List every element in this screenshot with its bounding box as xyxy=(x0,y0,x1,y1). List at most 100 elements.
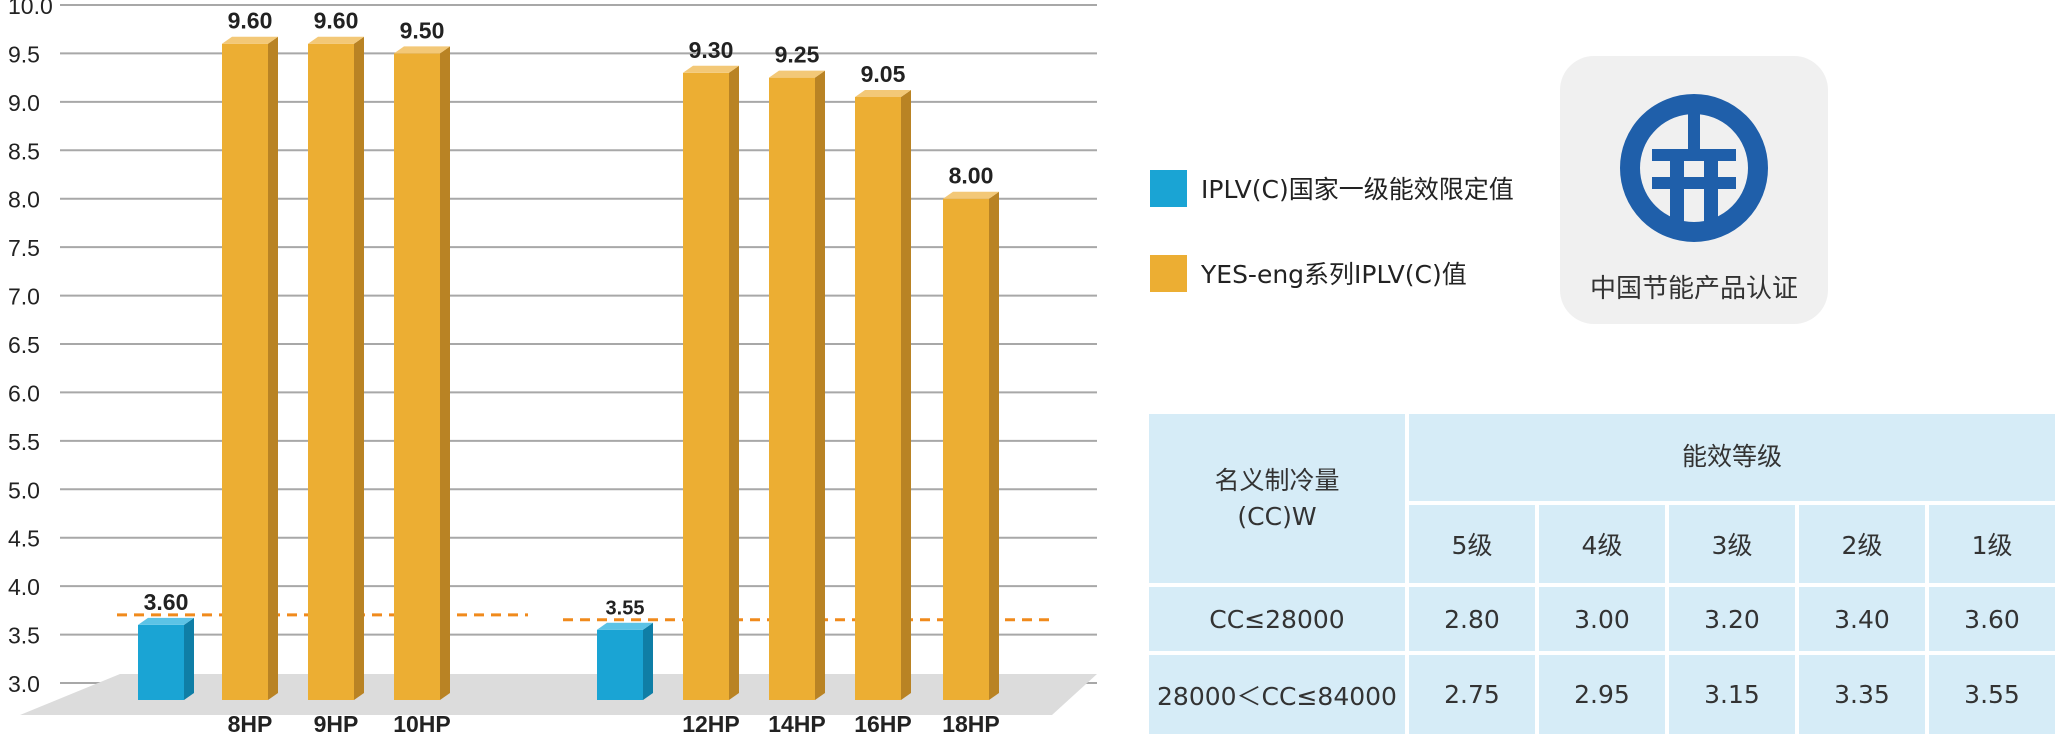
bar-8hp-front xyxy=(222,43,268,700)
bar-16hp-front xyxy=(855,97,901,700)
certification-logo-text: 中国节能产品认证 xyxy=(1589,274,1798,304)
legend-label: YES-eng系列IPLV(C)值 xyxy=(1201,260,1467,289)
table-cell: 3.35 xyxy=(1795,651,1929,738)
bar-16hp xyxy=(855,90,911,700)
y-tick-label: 9.0 xyxy=(8,90,40,116)
bar-8hp-side xyxy=(268,36,278,700)
y-tick-label: 3.0 xyxy=(8,671,40,697)
y-tick-label: 7.0 xyxy=(8,284,40,310)
bar-8hp-top xyxy=(222,36,278,44)
bar-value-label: 9.50 xyxy=(400,17,445,43)
bar-baseline-top xyxy=(138,617,194,625)
y-axis-ticks: 3.0 3.5 4.0 4.5 5.0 5.5 6.0 6.5 7.0 7.5 8.0 8.5 9.0 9… xyxy=(8,0,53,697)
table-cell: 3.60 xyxy=(1924,583,2060,656)
y-tick-label: 5.5 xyxy=(8,429,40,455)
bar-baseline xyxy=(138,617,194,700)
table-cell: 2.80 xyxy=(1405,583,1539,656)
bar-value-label: 9.60 xyxy=(228,8,273,34)
bar-18hp-front xyxy=(943,198,989,700)
bar-10hp xyxy=(394,46,450,700)
bar-12hp-front xyxy=(683,72,729,701)
table-row-label: 28000＜CC≤84000 xyxy=(1145,651,1409,738)
x-tick-label: 12HP xyxy=(682,711,740,737)
table-cell: 2.95 xyxy=(1535,651,1669,738)
x-axis-labels: 8HP 9HP 10HP 12HP 14HP 16HP 18HP xyxy=(228,711,1000,737)
bar-14hp-side xyxy=(815,70,825,700)
bar-value-label: 3.60 xyxy=(144,589,189,615)
table-cell: 3.40 xyxy=(1795,583,1929,656)
table-cell: 3.20 xyxy=(1665,583,1799,656)
table-header-grade-group: 能效等级 xyxy=(1404,410,2060,505)
bar-8hp xyxy=(222,36,278,700)
x-tick-label: 16HP xyxy=(854,711,912,737)
bar-14hp-top xyxy=(769,70,825,78)
table-header-capacity: 名义制冷量 (CC)W xyxy=(1145,409,1409,588)
bar-16hp-top xyxy=(855,90,911,98)
energy-efficiency-grade-table: 名义制冷量 (CC)W 能效等级 5级 4级 3级 2级 1级 CC≤28000 … xyxy=(1145,409,2060,738)
legend-item-national-limit: IPLV(C)国家一级能效限定值 xyxy=(1150,168,1514,208)
table-header-grades: 5级 4级 3级 2级 1级 xyxy=(1147,500,2060,588)
bar-16hp-side xyxy=(901,90,911,700)
bar-value-label: 9.60 xyxy=(314,8,359,34)
x-tick-label: 18HP xyxy=(942,711,1000,737)
x-tick-label: 10HP xyxy=(393,711,451,737)
table-cell: 3.55 xyxy=(1924,651,2060,738)
x-tick-label: 8HP xyxy=(228,711,273,737)
chart-floor xyxy=(20,674,1097,715)
bar-18hp xyxy=(943,191,999,700)
y-tick-label: 4.0 xyxy=(8,574,40,600)
bar-baseline xyxy=(597,622,653,700)
y-tick-label: 8.0 xyxy=(8,187,40,213)
chart-grid xyxy=(60,4,1097,684)
bar-10hp-top xyxy=(394,46,450,54)
y-tick-label: 8.5 xyxy=(8,138,40,164)
chart-bars: 3.60 9.60 9.60 9.50 3.55 9.30 9.25 9.05 8.00 xyxy=(138,8,999,701)
bar-10hp-front xyxy=(394,53,440,700)
bar-value-label: 9.05 xyxy=(861,61,906,87)
china-energy-saving-logo-icon xyxy=(1620,94,1768,242)
table-cell: 3.00 xyxy=(1535,583,1669,656)
bar-18hp-top xyxy=(943,191,999,199)
legend-item-yes-eng: YES-eng系列IPLV(C)值 xyxy=(1150,253,1514,293)
table-row: CC≤28000 2.80 3.00 3.20 3.40 3.60 xyxy=(1145,583,2060,656)
y-tick-label: 7.5 xyxy=(8,235,40,261)
bar-baseline-front xyxy=(597,629,643,700)
bar-value-label: 9.25 xyxy=(775,42,820,68)
y-tick-label: 10.0 xyxy=(8,0,53,19)
bar-10hp-side xyxy=(440,46,450,700)
bar-12hp-side xyxy=(729,65,739,701)
bar-chart: 3.0 3.5 4.0 4.5 5.0 5.5 6.0 6.5 7.0 7.5 8.0 8.5 9.0 9… xyxy=(8,0,1097,737)
bar-12hp-top xyxy=(683,65,739,73)
y-tick-label: 4.5 xyxy=(8,526,40,552)
table-header-grade: 4级 xyxy=(1535,500,1669,588)
y-tick-label: 6.5 xyxy=(8,332,40,358)
bar-baseline-top xyxy=(597,622,653,630)
y-tick-label: 5.0 xyxy=(8,477,40,503)
legend-label: IPLV(C)国家一级能效限定值 xyxy=(1201,175,1514,204)
bar-value-label: 9.30 xyxy=(689,37,734,63)
table-header-grade: 2级 xyxy=(1795,500,1929,588)
bar-value-label: 3.55 xyxy=(606,598,645,620)
chart-legend: IPLV(C)国家一级能效限定值 YES-eng系列IPLV(C)值 xyxy=(1150,168,1514,338)
table-cell: 3.15 xyxy=(1665,651,1799,738)
y-tick-label: 6.0 xyxy=(8,380,40,406)
table-row-label: CC≤28000 xyxy=(1145,583,1409,656)
table-header-grade: 3级 xyxy=(1665,500,1799,588)
bar-18hp-side xyxy=(989,191,999,700)
table-row: 28000＜CC≤84000 2.75 2.95 3.15 3.35 3.55 xyxy=(1145,651,2060,738)
x-tick-label: 14HP xyxy=(768,711,826,737)
bar-14hp-front xyxy=(769,77,815,700)
bar-9hp-front xyxy=(308,43,354,700)
x-tick-label: 9HP xyxy=(314,711,359,737)
certification-logo-card: 中国节能产品认证 xyxy=(1560,56,1828,324)
bar-9hp-top xyxy=(308,36,364,44)
table-cell: 2.75 xyxy=(1405,651,1539,738)
table-header-capacity-unit: (CC)W xyxy=(1237,501,1317,531)
legend-swatch-orange xyxy=(1150,254,1187,292)
bar-9hp-side xyxy=(354,36,364,700)
bar-baseline-side xyxy=(184,617,194,700)
table-header-grade: 1级 xyxy=(1924,500,2060,588)
bar-baseline-front xyxy=(138,624,184,700)
bar-9hp xyxy=(308,36,364,700)
table-header-capacity-title: 名义制冷量 xyxy=(1214,465,1340,495)
